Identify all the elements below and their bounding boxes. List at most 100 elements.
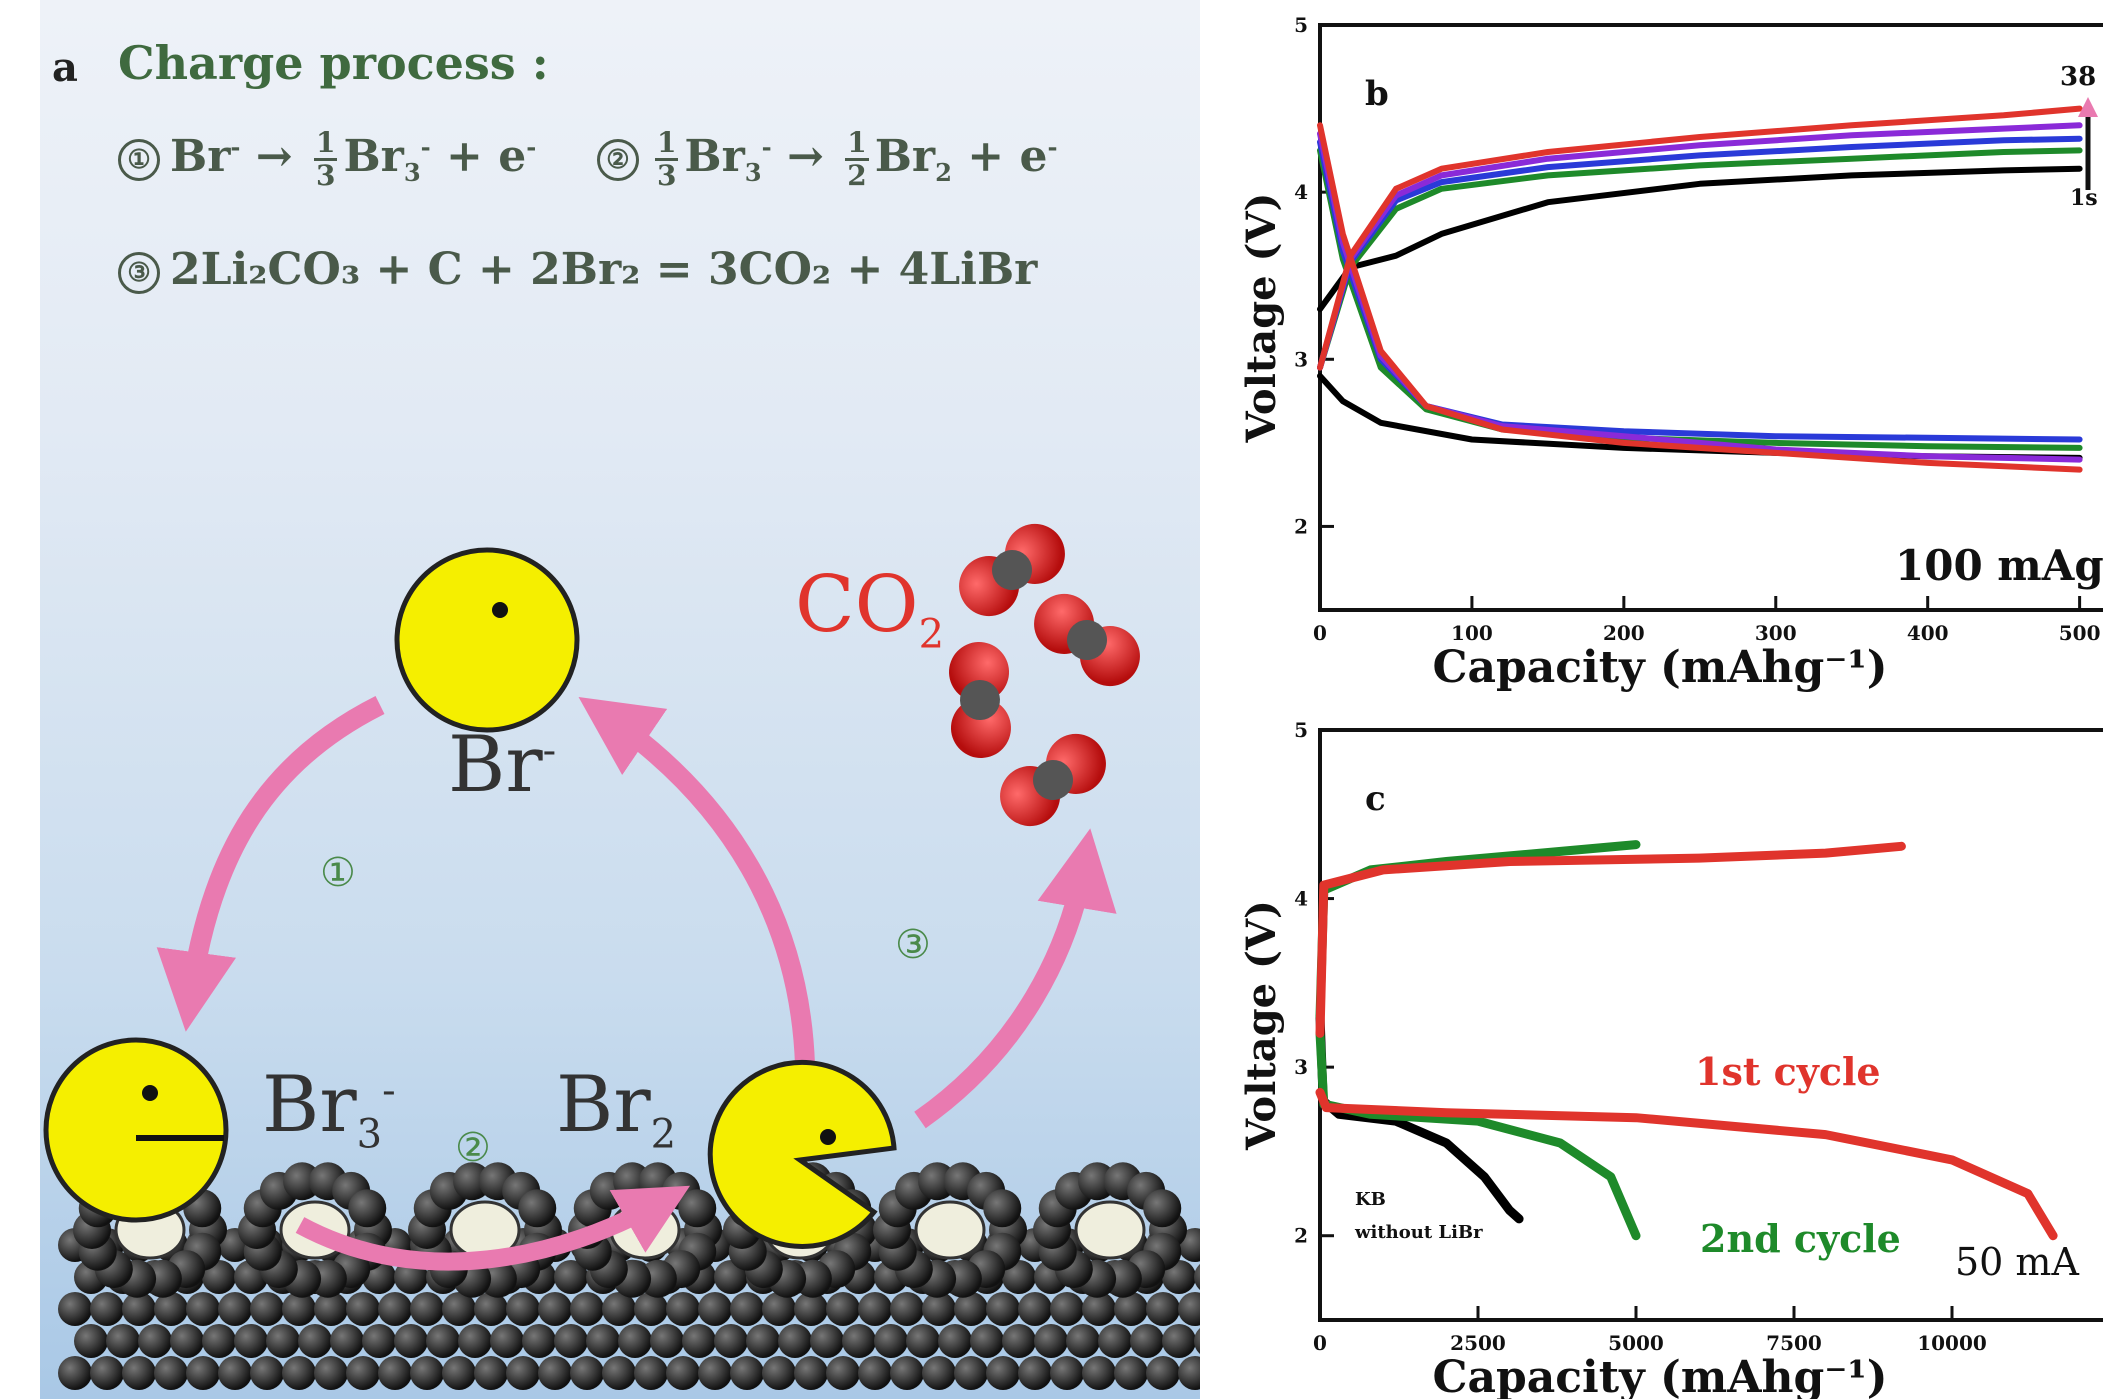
kb-without-libr-label: without LiBr <box>1354 1222 1483 1243</box>
label-br2-sub: 2 <box>650 1111 677 1158</box>
eq2-frac2-num: 1 <box>845 126 869 161</box>
substrate-atom <box>266 1324 300 1358</box>
particle-atom <box>983 1189 1022 1228</box>
substrate-atom <box>874 1324 908 1358</box>
kb-label: KB <box>1355 1189 1386 1210</box>
chart-panel-b: 2 3 4 5 0 100 200 300 400 500 Capacity (mAhg⁻¹) Vol… <box>1238 13 2103 693</box>
substrate-atom <box>714 1324 748 1358</box>
label-br3: Br3- <box>262 1060 396 1158</box>
substrate-atom <box>170 1324 204 1358</box>
eq1-frac-den: 3 <box>315 159 336 192</box>
substrate-atom <box>394 1324 428 1358</box>
equation-row-3: ③ 2Li₂CO₃ + C + 2Br₂ = 3CO₂ + 4LiBr <box>118 244 1037 295</box>
eq1-electron: e <box>498 131 527 182</box>
y-tick-label: 5 <box>1294 718 1308 742</box>
step-3-label: ③ <box>895 922 931 968</box>
substrate-atom <box>506 1292 540 1326</box>
substrate-atom <box>330 1324 364 1358</box>
step-1-label: ① <box>320 850 356 896</box>
panel-letter: b <box>1365 74 1389 114</box>
substrate-atom <box>666 1356 700 1390</box>
substrate-atom <box>794 1356 828 1390</box>
substrate-atom <box>826 1356 860 1390</box>
eq1-product: Br <box>343 131 404 182</box>
eq2-frac1-num: 1 <box>654 126 679 161</box>
panel-a-letter: a <box>52 44 78 91</box>
substrate-atom <box>346 1292 380 1326</box>
substrate-atom <box>1018 1356 1052 1390</box>
substrate-atom <box>954 1356 988 1390</box>
y-tick-label: 4 <box>1294 180 1308 204</box>
series-discharge-curve <box>1317 122 2083 473</box>
substrate-atom <box>90 1356 124 1390</box>
plot-frame <box>1318 728 2103 1322</box>
substrate-atom <box>618 1324 652 1358</box>
y-tick-label: 3 <box>1294 347 1308 371</box>
particle-atom <box>518 1189 557 1228</box>
br-ion-eye <box>492 602 508 618</box>
substrate-atom <box>186 1292 220 1326</box>
substrate-atom <box>218 1292 252 1326</box>
x-tick-label: 2500 <box>1450 1331 1506 1355</box>
substrate-atom <box>794 1292 828 1326</box>
eq2-product-sub: 2 <box>935 157 952 187</box>
substrate-atom <box>1018 1292 1052 1326</box>
substrate-atom <box>458 1324 492 1358</box>
panel-letter: c <box>1365 779 1386 819</box>
label-br3-text: Br <box>262 1060 357 1150</box>
substrate-atom <box>698 1356 732 1390</box>
x-tick-label: 0 <box>1313 621 1327 645</box>
first-cycle-label: 1st cycle <box>1695 1049 1881 1094</box>
substrate-atom <box>570 1356 604 1390</box>
label-br2-text: Br <box>556 1060 651 1150</box>
eq1-electron-charge: - <box>526 132 537 162</box>
x-tick-label: 0 <box>1313 1331 1327 1355</box>
substrate-atom <box>282 1356 316 1390</box>
substrate-atom <box>762 1292 796 1326</box>
eq1-arrow: → <box>255 131 293 182</box>
current-density-label: 100 mAg <box>1895 541 2103 590</box>
eq2-frac2-den: 2 <box>847 159 867 192</box>
series-charge-curve <box>1317 147 2083 371</box>
br3-ion-eye <box>142 1085 158 1101</box>
eq1-frac-num: 1 <box>313 126 338 161</box>
substrate-atom <box>138 1324 172 1358</box>
substrate-atom <box>522 1324 556 1358</box>
substrate-atom <box>250 1292 284 1326</box>
label-br2: Br2 <box>556 1060 676 1158</box>
substrate-atom <box>218 1356 252 1390</box>
substrate-atom <box>1034 1324 1068 1358</box>
second-cycle-label: 2nd cycle <box>1700 1216 1901 1261</box>
label-br-charge: - <box>542 728 557 774</box>
eq2-frac1-den: 3 <box>656 159 677 192</box>
substrate-atom <box>314 1356 348 1390</box>
substrate-atom <box>602 1356 636 1390</box>
particle-atom <box>348 1189 387 1228</box>
equation-row-1: ① Br- → 1 3 Br3- + e- ② 1 3 Br3- → 1 2 Br2 + e- <box>118 128 1058 191</box>
substrate-atom <box>282 1292 316 1326</box>
substrate-atom <box>154 1292 188 1326</box>
substrate-atom <box>426 1324 460 1358</box>
chart-panel-c: 2 3 4 5 0 2500 5000 7500 10000 Capacity (mAhg⁻¹) V… <box>1238 718 2103 1399</box>
carbon-particle <box>873 1162 1027 1298</box>
label-co2: CO2 <box>795 560 944 658</box>
step-3-circle: ③ <box>118 251 160 294</box>
substrate-atom <box>474 1292 508 1326</box>
substrate-atom <box>634 1292 668 1326</box>
substrate-atom <box>666 1292 700 1326</box>
eq2-lhs: Br <box>684 131 745 182</box>
eq1-lhs-charge: - <box>230 132 241 162</box>
particle-core <box>1074 1200 1146 1260</box>
substrate-atom <box>602 1292 636 1326</box>
substrate-atom <box>1082 1292 1116 1326</box>
x-tick-label: 400 <box>1907 621 1949 645</box>
y-tick-label: 2 <box>1294 514 1308 538</box>
eq1-lhs: Br <box>170 131 231 182</box>
x-tick-label: 300 <box>1755 621 1797 645</box>
substrate-atom <box>1114 1356 1148 1390</box>
substrate-atom <box>730 1356 764 1390</box>
arrow-step-3 <box>914 828 1117 1129</box>
substrate-atom <box>1178 1292 1200 1326</box>
